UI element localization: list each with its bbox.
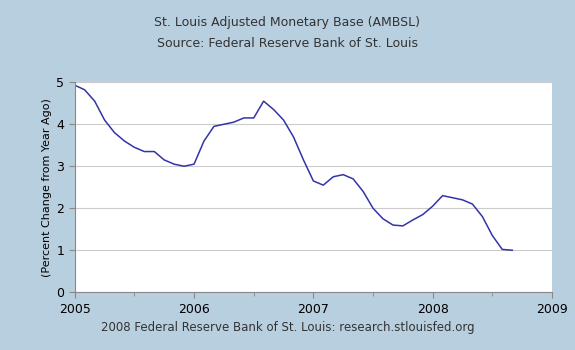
Text: 2008 Federal Reserve Bank of St. Louis: research.stlouisfed.org: 2008 Federal Reserve Bank of St. Louis: … (101, 321, 474, 334)
Y-axis label: (Percent Change from Year Ago): (Percent Change from Year Ago) (42, 98, 52, 277)
Text: St. Louis Adjusted Monetary Base (AMBSL): St. Louis Adjusted Monetary Base (AMBSL) (155, 16, 420, 29)
Text: Source: Federal Reserve Bank of St. Louis: Source: Federal Reserve Bank of St. Loui… (157, 37, 418, 50)
